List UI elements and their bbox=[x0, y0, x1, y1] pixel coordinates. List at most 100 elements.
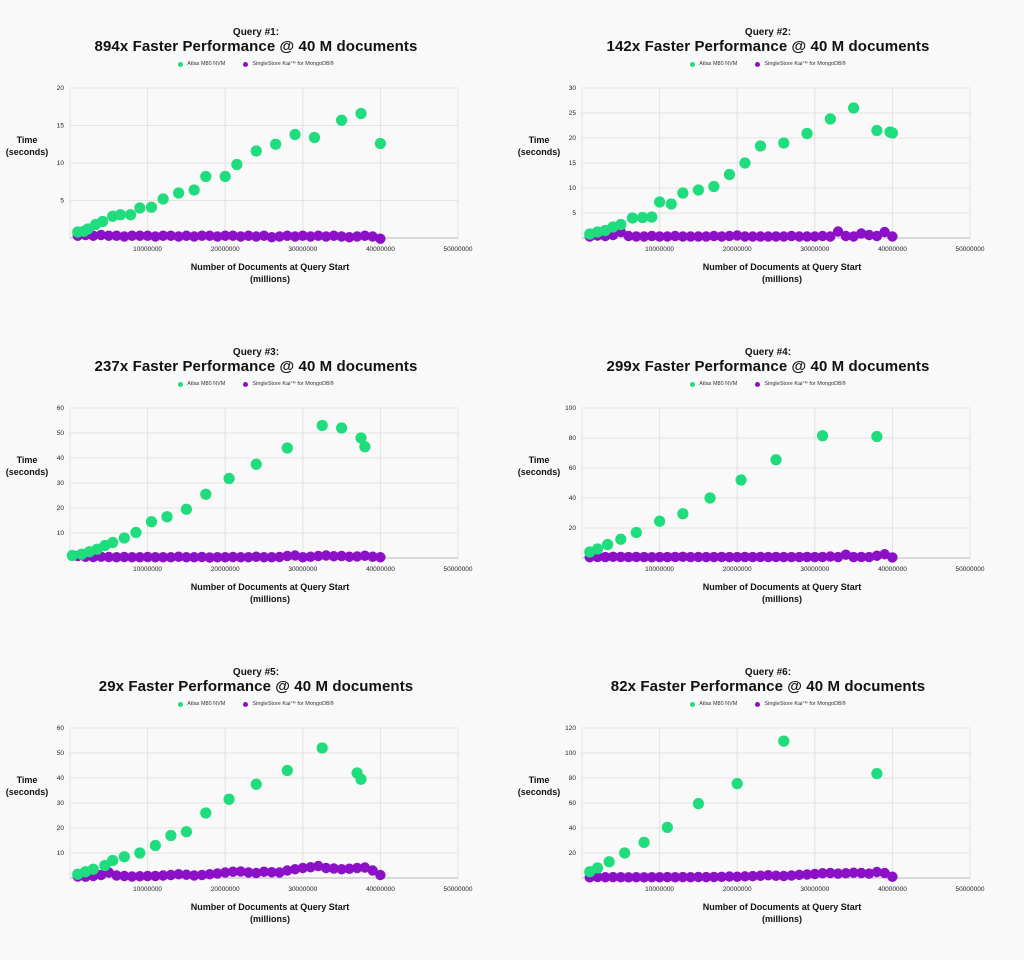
kai-point bbox=[227, 230, 239, 241]
atlas-point bbox=[754, 140, 767, 152]
y-tick-label: 20 bbox=[57, 825, 65, 832]
kai-point bbox=[351, 231, 363, 242]
kai-point bbox=[220, 552, 231, 563]
y-axis-label-line: Time bbox=[16, 135, 38, 145]
x-axis-label-line: Number of Documents at Query Start bbox=[190, 582, 350, 592]
kai-point bbox=[150, 870, 161, 882]
kai-point bbox=[313, 550, 324, 562]
x-tick-label: 10000000 bbox=[133, 886, 162, 893]
kai-point bbox=[165, 552, 177, 563]
kai-point bbox=[282, 230, 293, 241]
kai-point bbox=[243, 552, 254, 563]
atlas-point bbox=[591, 862, 604, 874]
kai-point bbox=[638, 872, 650, 883]
atlas-point bbox=[316, 419, 328, 432]
kai-point bbox=[708, 230, 720, 242]
kai-point bbox=[693, 231, 704, 242]
kai-point bbox=[266, 867, 277, 878]
atlas-point bbox=[708, 180, 720, 193]
scatter-plot: 5 10 15 20 10000000 20000000 30000000 40000000 5… bbox=[57, 85, 473, 253]
legend-item: SingleStore Kai™ for MongoDB® bbox=[243, 61, 334, 67]
atlas-point bbox=[886, 127, 898, 139]
kai-point bbox=[305, 231, 316, 242]
x-tick-label: 40000000 bbox=[366, 566, 395, 573]
series-singlestore-kai bbox=[584, 866, 898, 883]
kai-point bbox=[235, 231, 246, 242]
atlas-point bbox=[281, 764, 293, 777]
atlas-point bbox=[615, 533, 627, 545]
y-axis-label: Time (seconds) bbox=[2, 774, 52, 798]
kai-point bbox=[700, 231, 712, 242]
kai-point bbox=[251, 551, 262, 562]
atlas-point bbox=[770, 454, 782, 466]
x-axis-label-line: (millions) bbox=[250, 274, 290, 284]
kai-point bbox=[305, 551, 316, 562]
kai-point bbox=[669, 230, 681, 242]
atlas-point bbox=[223, 793, 235, 805]
kai-point bbox=[600, 551, 611, 563]
kai-point bbox=[150, 231, 161, 242]
series-singlestore-kai bbox=[584, 549, 898, 563]
kai-point bbox=[817, 551, 828, 563]
kai-point bbox=[677, 231, 689, 242]
atlas-point bbox=[66, 549, 78, 562]
atlas-point bbox=[778, 137, 790, 149]
scatter-plot: 10 20 30 40 50 60 10000000 20000000 30000000 4000… bbox=[57, 725, 473, 893]
y-tick-label: 60 bbox=[569, 465, 577, 472]
kai-point bbox=[375, 233, 386, 244]
kai-point bbox=[863, 551, 875, 563]
kai-point bbox=[95, 229, 107, 241]
chart-legend: Atlas M80 NVM SingleStore Kai™ for MongoD… bbox=[0, 701, 512, 707]
kai-point bbox=[592, 551, 603, 563]
kai-point bbox=[662, 871, 673, 883]
x-axis-label: Number of Documents at Query Start (milli… bbox=[120, 261, 420, 285]
kai-point bbox=[103, 551, 115, 563]
scatter-plot: 10 20 30 40 50 60 10000000 20000000 30000000 4000… bbox=[57, 405, 473, 573]
x-tick-label: 50000000 bbox=[444, 566, 473, 573]
legend-item: Atlas M80 NVM bbox=[178, 381, 225, 387]
kai-point bbox=[119, 551, 130, 563]
kai-point bbox=[638, 231, 650, 242]
kai-point bbox=[344, 232, 355, 243]
kai-point bbox=[623, 230, 634, 242]
series-singlestore-kai bbox=[72, 229, 386, 244]
atlas-point bbox=[87, 863, 99, 875]
atlas-point bbox=[355, 773, 367, 785]
kai-point bbox=[351, 862, 363, 874]
kai-point bbox=[615, 872, 626, 883]
query-label: Query #6: bbox=[744, 667, 792, 678]
kai-point bbox=[142, 230, 153, 241]
kai-point bbox=[871, 550, 883, 561]
x-axis-label: Number of Documents at Query Start (milli… bbox=[632, 581, 932, 605]
kai-point bbox=[297, 862, 308, 874]
kai-point bbox=[840, 868, 852, 879]
kai-point bbox=[747, 551, 758, 563]
atlas-point bbox=[231, 158, 243, 171]
legend-label: SingleStore Kai™ for MongoDB® bbox=[764, 701, 846, 707]
chart-legend: Atlas M80 NVM SingleStore Kai™ for MongoD… bbox=[512, 381, 1024, 387]
x-tick-label: 30000000 bbox=[288, 886, 317, 893]
atlas-point bbox=[654, 196, 666, 208]
kai-point bbox=[724, 551, 735, 563]
kai-point bbox=[367, 865, 378, 876]
kai-point bbox=[817, 868, 828, 879]
chart-title: 82x Faster Performance @ 40 M documents bbox=[610, 678, 926, 695]
kai-point bbox=[243, 230, 254, 241]
y-tick-label: 10 bbox=[57, 850, 65, 857]
y-tick-label: 60 bbox=[569, 800, 577, 807]
legend-marker-icon bbox=[755, 381, 761, 387]
x-axis-label-line: Number of Documents at Query Start bbox=[190, 262, 350, 272]
kai-point bbox=[243, 867, 254, 878]
atlas-point bbox=[355, 432, 367, 444]
x-tick-label: 50000000 bbox=[956, 566, 985, 573]
kai-point bbox=[157, 230, 169, 241]
atlas-point bbox=[118, 851, 130, 863]
atlas-point bbox=[692, 798, 704, 810]
kai-point bbox=[359, 230, 371, 241]
query-label: Query #2: bbox=[744, 27, 792, 38]
y-tick-label: 60 bbox=[57, 405, 65, 412]
atlas-point bbox=[200, 170, 212, 183]
kai-point bbox=[700, 871, 712, 883]
series-atlas-m80-nvm bbox=[72, 742, 367, 880]
kai-point bbox=[119, 870, 130, 882]
